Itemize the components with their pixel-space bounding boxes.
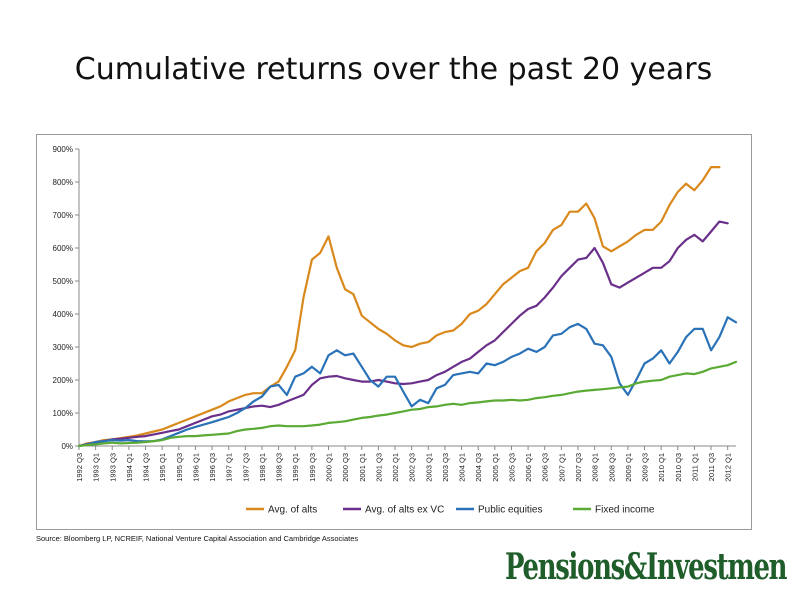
x-tick-label: 1993 Q1 [92,453,101,482]
x-tick-label: 2008 Q3 [607,453,616,482]
legend-label: Public equities [478,505,542,516]
x-tick-label: 2005 Q3 [507,453,516,482]
x-tick-label: 1999 Q3 [308,453,317,482]
chart-legend: Avg. of alts Avg. of alts ex VC Public equ… [246,505,655,516]
x-tick-label: 1996 Q1 [191,453,200,482]
x-tick-label: 1993 Q3 [108,453,117,482]
x-tick-label: 2003 Q3 [441,453,450,482]
legend-label: Avg. of alts ex VC [365,505,444,516]
x-tick-label: 2006 Q3 [541,453,550,482]
x-tick-label: 2007 Q3 [574,453,583,482]
x-tick-label: 1998 Q3 [275,453,284,482]
x-tick-label: 1994 Q1 [125,453,134,482]
series-line-2 [77,316,738,448]
chart-frame [36,134,752,530]
y-tick-label: 700% [53,211,73,220]
x-tick-label: 2011 Q1 [690,453,699,481]
x-tick-label: 2005 Q1 [491,453,500,482]
x-tick-label: 2010 Q1 [657,453,666,482]
x-tick-label: 2001 Q1 [358,453,367,482]
source-note: Source: Bloomberg LP, NCREIF, National V… [36,534,359,543]
line-chart: 0% 100% 200% 300% 400% 500% 600% 700% 800% 900% 19… [53,145,738,516]
x-tick-label: 2008 Q1 [591,453,600,482]
x-tick-label: 1997 Q1 [225,453,234,482]
slide-title: Cumulative returns over the past 20 year… [74,52,713,87]
x-tick-label: 2004 Q3 [474,453,483,482]
x-tick-label: 2002 Q3 [408,453,417,482]
x-tick-label: 2004 Q1 [458,453,467,482]
x-tick-label: 2000 Q3 [341,453,350,482]
brand-logo: Pensions&Investments [505,546,787,588]
y-tick-label: 300% [53,343,73,352]
x-tick-label: 2000 Q1 [324,453,333,482]
x-tick-label: 2010 Q3 [674,453,683,482]
series-line-1 [77,220,729,448]
chart-axes: 0% 100% 200% 300% 400% 500% 600% 700% 800% 900% 19… [53,145,736,482]
y-tick-label: 100% [53,409,73,418]
x-tick-label: 1996 Q3 [208,453,217,482]
x-tick-label: 1995 Q3 [175,453,184,482]
x-tick-label: 2012 Q1 [724,453,733,482]
x-tick-label: 2006 Q1 [524,453,533,482]
x-tick-label: 2002 Q1 [391,453,400,482]
legend-label: Fixed income [595,505,655,516]
x-tick-label: 2007 Q1 [557,453,566,482]
x-tick-label: 2011 Q3 [707,453,716,481]
y-tick-label: 200% [53,376,73,385]
y-tick-label: 400% [53,310,73,319]
x-tick-label: 2009 Q3 [641,453,650,482]
x-tick-label: 1998 Q1 [258,453,267,482]
chart-series [77,165,738,448]
x-tick-label: 2003 Q1 [424,453,433,482]
y-tick-label: 900% [53,145,73,154]
series-line-0 [77,165,721,448]
x-tick-label: 1995 Q1 [158,453,167,482]
x-tick-label: 1999 Q1 [291,453,300,482]
x-tick-label: 2001 Q3 [374,453,383,482]
series-line-3 [77,360,738,448]
x-tick-label: 1997 Q3 [241,453,250,482]
x-tick-label: 1992 Q3 [75,453,84,482]
legend-label: Avg. of alts [268,505,317,516]
y-tick-label: 600% [53,244,73,253]
y-tick-label: 800% [53,178,73,187]
y-tick-label: 0% [61,442,73,451]
y-tick-label: 500% [53,277,73,286]
x-tick-label: 1994 Q3 [142,453,151,482]
x-tick-label: 2009 Q1 [624,453,633,482]
